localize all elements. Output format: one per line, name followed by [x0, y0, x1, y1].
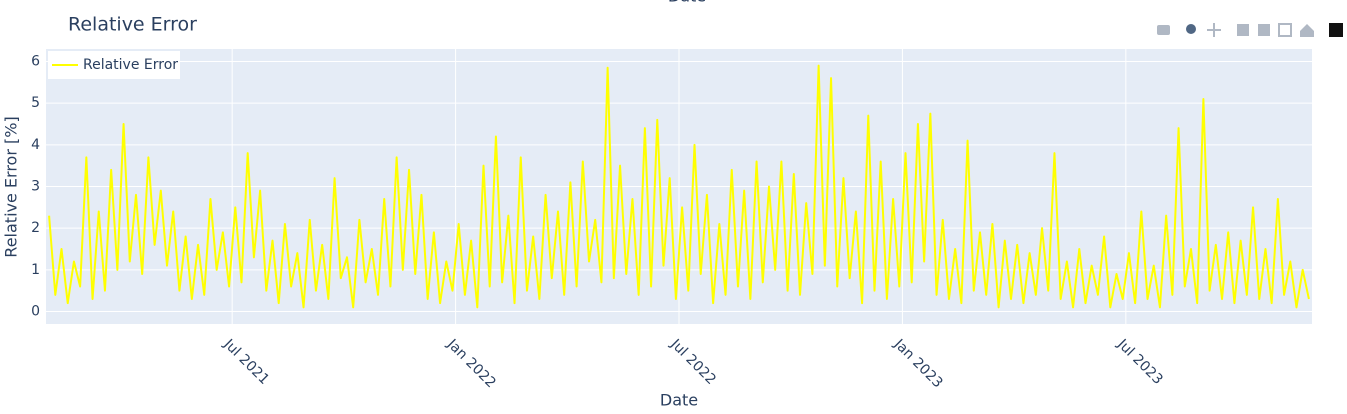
y-axis-title: Relative Error [%]: [2, 116, 21, 257]
pan-icon[interactable]: [1207, 23, 1221, 37]
y-tick-label: 6: [31, 54, 40, 70]
y-tick-label: 2: [31, 220, 40, 236]
x-tick-label: Jan 2022: [443, 336, 499, 392]
lines: [48, 64, 1310, 309]
y-tick-label: 3: [31, 179, 40, 195]
y-tick-label: 1: [31, 262, 40, 278]
x-tick-label: Jul 2021: [220, 336, 272, 388]
plotly-logo[interactable]: [1329, 23, 1343, 37]
reset-icon[interactable]: [1300, 24, 1314, 37]
y-tick-label: 4: [31, 137, 40, 153]
y-tick-label: 5: [31, 95, 40, 111]
zoom-icon[interactable]: [1186, 24, 1196, 34]
zoom-in-icon[interactable]: [1237, 24, 1249, 36]
x-axis-title: Date: [660, 391, 698, 410]
autoscale-icon[interactable]: [1278, 23, 1292, 37]
x-tick-label: Jan 2023: [890, 336, 946, 392]
legend: Relative Error: [48, 51, 180, 79]
y-tick-label: 0: [31, 304, 40, 320]
x-tick-label: Jul 2023: [1113, 336, 1165, 388]
series-line: [48, 64, 1310, 309]
clipped-axis-title: Date: [668, 0, 706, 6]
x-tick-label: Jul 2022: [667, 336, 719, 388]
zoom-out-icon[interactable]: [1258, 24, 1270, 36]
modebar[interactable]: [1157, 23, 1343, 37]
camera-icon[interactable]: [1157, 25, 1170, 35]
chart-title: Relative Error: [68, 14, 197, 36]
legend-label: Relative Error: [83, 57, 178, 73]
